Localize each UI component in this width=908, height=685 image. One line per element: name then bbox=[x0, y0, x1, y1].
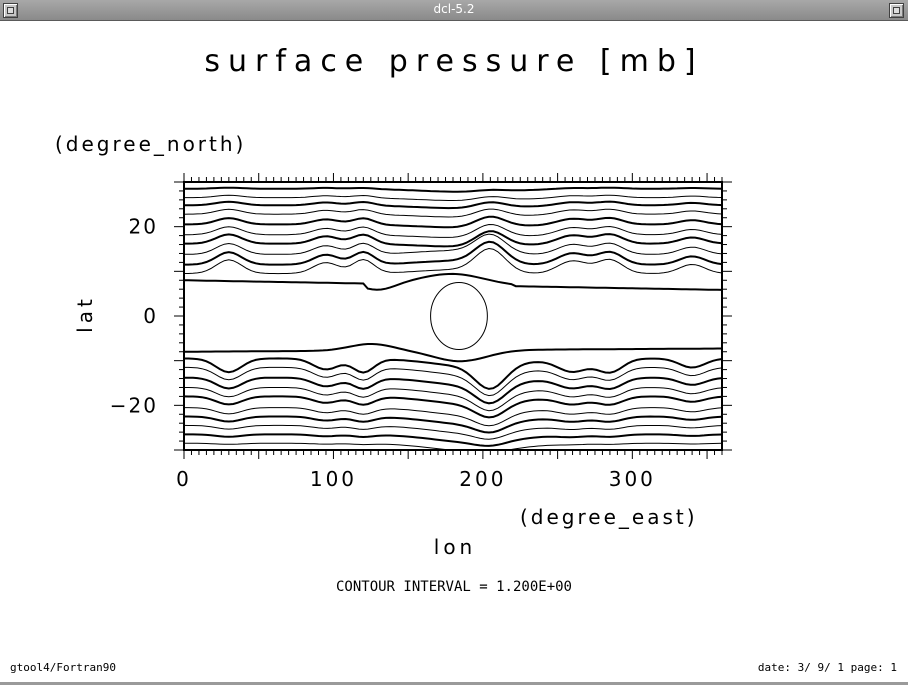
contour-line-north bbox=[184, 230, 723, 248]
contour-line-south bbox=[184, 433, 723, 447]
window-menu-icon bbox=[7, 7, 14, 14]
contour-line-north bbox=[184, 240, 723, 266]
contour-line-south bbox=[184, 407, 723, 427]
contour-line-south bbox=[184, 442, 723, 451]
y-axis-label: lat bbox=[73, 295, 97, 333]
plot-title: surface pressure [mb] bbox=[204, 44, 703, 79]
contour-line-north bbox=[183, 208, 723, 218]
contour-line-north bbox=[184, 223, 723, 238]
plot-frame bbox=[183, 181, 723, 451]
contour-line-north bbox=[184, 186, 723, 193]
contour-line-south bbox=[184, 376, 723, 405]
contour-line-north bbox=[184, 215, 723, 229]
window-bottom-border bbox=[0, 682, 908, 685]
x-axis-unit: (degree_east) bbox=[520, 505, 698, 529]
y-tick-label: 20 bbox=[129, 215, 158, 239]
x-tick-label: 100 bbox=[310, 467, 357, 491]
contour-plot: surface pressure [mb] (degree_north) lat… bbox=[10, 44, 897, 674]
contour-line-south bbox=[183, 424, 723, 440]
contour-line-south bbox=[184, 357, 723, 390]
contour-line-north bbox=[184, 247, 723, 275]
y-axis-unit: (degree_north) bbox=[55, 132, 246, 156]
contour-interval-note: CONTOUR INTERVAL = 1.200E+00 bbox=[336, 579, 572, 595]
closed-contour-low bbox=[430, 282, 488, 350]
contour-line-equator-north bbox=[184, 272, 723, 291]
contour-line-north bbox=[184, 200, 723, 210]
contour-line-south bbox=[184, 366, 723, 397]
contour-line-south bbox=[184, 387, 723, 412]
window-titlebar[interactable]: dcl-5.2 bbox=[0, 0, 908, 21]
contour-line-north bbox=[184, 233, 723, 255]
contour-line-south bbox=[183, 395, 723, 419]
footer-left: gtool4/Fortran90 bbox=[10, 661, 116, 674]
contour-line-equator-south bbox=[184, 343, 722, 363]
window-menu-button[interactable] bbox=[3, 3, 18, 18]
y-tick-label: −20 bbox=[110, 393, 158, 417]
contour-line-north bbox=[184, 194, 723, 201]
plot-axes: 0 100 200 300 −20 0 20 bbox=[110, 173, 732, 491]
window-maximize-button[interactable] bbox=[889, 3, 904, 18]
contour-lines bbox=[183, 186, 723, 451]
contour-line-south bbox=[184, 415, 723, 434]
x-tick-label: 0 bbox=[176, 467, 192, 491]
x-tick-label: 300 bbox=[609, 467, 656, 491]
maximize-icon bbox=[893, 7, 900, 14]
y-tick-label: 0 bbox=[143, 304, 158, 328]
x-axis-label: lon bbox=[434, 535, 476, 559]
window-title: dcl-5.2 bbox=[433, 2, 475, 16]
footer-right: date: 3/ 9/ 1 page: 1 bbox=[758, 661, 897, 674]
x-tick-label: 200 bbox=[459, 467, 506, 491]
